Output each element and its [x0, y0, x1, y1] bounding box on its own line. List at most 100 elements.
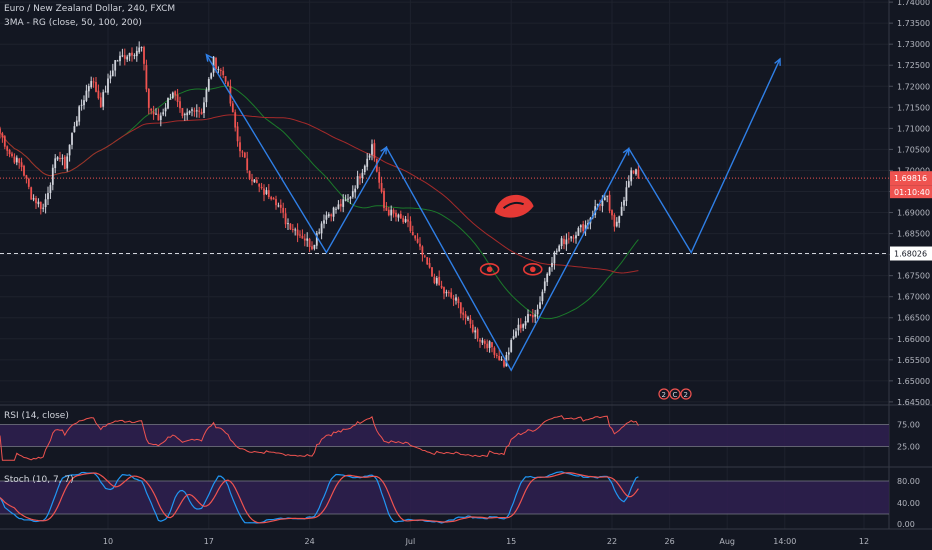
candle-body [608, 194, 611, 211]
candle-body [272, 198, 275, 200]
candle-body [543, 281, 546, 291]
candle-body [467, 317, 469, 320]
candle-body [575, 235, 577, 239]
candle-body [44, 199, 47, 208]
candle-body [75, 120, 78, 127]
candle-body [483, 340, 486, 344]
candle-body [219, 70, 222, 72]
candle-body [159, 115, 162, 120]
candle-body [546, 273, 549, 283]
candle-body [224, 76, 227, 82]
y-tick-label: 1.65500 [897, 356, 930, 365]
candle-body [83, 100, 85, 106]
wave-arrowhead [205, 53, 213, 62]
candle-body [491, 342, 493, 348]
candle-body [299, 234, 301, 236]
time-axis-label: 26 [665, 537, 675, 546]
candle-body [635, 169, 637, 175]
candle-body [512, 336, 515, 339]
candle-body [474, 330, 477, 333]
candle-body [529, 314, 532, 316]
candle-body [464, 314, 467, 319]
candle-body [99, 97, 102, 107]
wave-arrowhead [380, 145, 388, 155]
candle-body [176, 94, 179, 102]
y-tick-label: 1.73000 [897, 40, 930, 49]
candle-body [198, 110, 201, 112]
candle-body [265, 190, 268, 195]
candle-body [495, 354, 498, 356]
candle-body [119, 55, 121, 62]
grid [0, 0, 889, 529]
candle-body [363, 165, 366, 173]
candle-body [186, 112, 189, 116]
candle-body [618, 216, 621, 223]
ma-100-line [0, 114, 639, 274]
candle-body [426, 257, 429, 265]
candle-body [90, 81, 93, 88]
candle-body [625, 187, 628, 202]
candle-body [123, 55, 126, 59]
eye-outline [479, 263, 500, 276]
candle-body [555, 250, 558, 252]
event-badge [669, 388, 681, 400]
candle-body [339, 203, 342, 207]
candle-body [23, 165, 25, 176]
event-badge-label: 2 [684, 391, 688, 399]
candle-body [606, 195, 609, 197]
candle-body [356, 176, 359, 188]
candle-body [416, 238, 419, 243]
candle-body [157, 113, 160, 121]
candle-body [553, 252, 556, 264]
candle-body [392, 209, 395, 214]
candle-body [116, 60, 119, 62]
candle-body [279, 204, 282, 208]
candle-body [51, 167, 54, 185]
candle-body [411, 232, 414, 236]
candle-body [620, 206, 623, 216]
candle-body [380, 182, 383, 192]
candle-body [402, 218, 405, 223]
candle-body [179, 101, 181, 109]
candle-body [303, 238, 306, 241]
candle-body [601, 200, 604, 207]
eye-outline [522, 263, 543, 276]
candle-body [162, 112, 165, 115]
candle-body [457, 298, 460, 304]
candle-body [527, 314, 529, 322]
candle-body [109, 75, 112, 79]
eye-icon [479, 263, 500, 276]
candle-body [195, 110, 198, 112]
candle-body [476, 329, 479, 339]
candle-body [102, 92, 105, 107]
candle-body [551, 262, 553, 267]
candle-body [277, 205, 280, 207]
time-axis-label: 22 [607, 537, 617, 546]
y-tick-label: 1.67000 [897, 293, 930, 302]
symbol-title: Euro / New Zealand Dollar, 240, FXCM [4, 4, 176, 14]
candle-body [275, 199, 277, 206]
candle-body [217, 69, 220, 71]
candle-body [565, 239, 568, 245]
eye-icon [522, 263, 543, 276]
event-badge-label: 2 [662, 391, 666, 399]
candle-body [239, 142, 241, 152]
candle-body [438, 276, 441, 286]
candle-body [191, 109, 193, 111]
candle-body [613, 214, 616, 227]
stoch-tick-label: 40.00 [897, 499, 920, 508]
candle-body [311, 246, 313, 250]
wave-projection-line [205, 54, 781, 372]
candle-body [359, 176, 361, 179]
candle-body [241, 151, 244, 153]
y-tick-label: 1.70500 [897, 145, 930, 154]
candle-body [330, 214, 333, 217]
candle-body [570, 236, 573, 239]
event-badge-label: C [673, 391, 678, 399]
candle-body [61, 157, 64, 159]
candle-body [35, 198, 37, 204]
event-badge [658, 388, 670, 400]
candle-body [147, 88, 150, 108]
